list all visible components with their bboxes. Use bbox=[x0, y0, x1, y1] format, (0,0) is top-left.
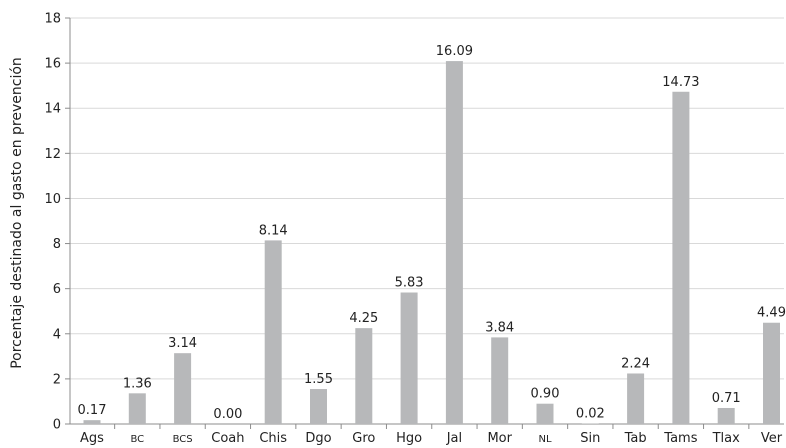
data-labels: 0.17 1.36 3.14 0.00 8.14 1.55 4.25 5.83 16.09 3.8… bbox=[78, 44, 786, 422]
x-tick-label: Mor bbox=[487, 431, 512, 446]
bar bbox=[672, 91, 690, 425]
data-label: 2.24 bbox=[621, 356, 650, 371]
data-label: 0.17 bbox=[78, 403, 107, 418]
x-tick-label: Ags bbox=[80, 431, 104, 446]
y-tick-label: 4 bbox=[53, 327, 61, 342]
x-tick-label: Chis bbox=[259, 431, 287, 446]
data-label: 0.00 bbox=[213, 407, 242, 422]
x-tick-label: Ver bbox=[761, 431, 783, 446]
bar bbox=[763, 322, 780, 424]
y-axis-label: Porcentaje destinado al gasto en prevenc… bbox=[9, 57, 25, 369]
data-label: 3.84 bbox=[485, 320, 514, 335]
data-label: 0.90 bbox=[531, 387, 560, 402]
data-label: 16.09 bbox=[436, 44, 473, 59]
data-label: 1.36 bbox=[123, 376, 152, 391]
y-tick-label: 16 bbox=[44, 57, 61, 72]
y-tick-label: 14 bbox=[44, 102, 61, 117]
y-tick-label: 8 bbox=[53, 237, 61, 252]
x-tick-labels: Ags BC BCS Coah Chis Dgo Gro Hgo Jal Mor NL Sin Tab T… bbox=[80, 431, 783, 446]
bar bbox=[83, 420, 101, 424]
x-tick-label: Coah bbox=[211, 431, 244, 446]
data-label: 14.73 bbox=[662, 75, 699, 90]
bar bbox=[717, 407, 735, 424]
x-tick-label: BC bbox=[130, 434, 144, 445]
y-tick-label: 0 bbox=[53, 418, 61, 433]
y-tick-label: 2 bbox=[53, 372, 61, 387]
x-tick-label: BCS bbox=[173, 434, 193, 445]
gridlines bbox=[70, 17, 784, 380]
data-label: 4.49 bbox=[757, 306, 786, 321]
bar bbox=[264, 240, 282, 424]
x-tick-label: Sin bbox=[580, 431, 600, 446]
data-label: 5.83 bbox=[395, 276, 424, 291]
x-tick-label: NL bbox=[538, 434, 551, 445]
x-tick-label: Dgo bbox=[305, 431, 331, 446]
x-tick-label: Tab bbox=[624, 431, 647, 446]
bar bbox=[310, 389, 327, 424]
bar bbox=[491, 337, 509, 424]
bar bbox=[174, 353, 192, 424]
x-tick-label: Tams bbox=[663, 431, 697, 446]
x-tick-label: Tlax bbox=[712, 431, 741, 446]
bars bbox=[83, 61, 780, 425]
data-label: 1.55 bbox=[304, 372, 333, 387]
x-tick-label: Jal bbox=[446, 431, 462, 446]
y-tick-label: 6 bbox=[53, 282, 61, 297]
bar bbox=[627, 373, 645, 424]
x-tick-label: Gro bbox=[352, 431, 375, 446]
bar bbox=[400, 292, 418, 424]
bar bbox=[128, 393, 146, 424]
bar bbox=[445, 61, 463, 424]
data-label: 3.14 bbox=[168, 336, 197, 351]
x-tick-label: Hgo bbox=[396, 431, 422, 446]
data-label: 0.02 bbox=[576, 407, 605, 422]
data-label: 0.71 bbox=[712, 391, 741, 406]
y-tick-label: 18 bbox=[44, 12, 61, 27]
bar bbox=[355, 328, 373, 424]
y-tick-label: 12 bbox=[44, 147, 61, 162]
data-label: 4.25 bbox=[349, 311, 378, 326]
y-tick-label: 10 bbox=[44, 192, 61, 207]
y-tick-labels: 0 2 4 6 8 10 12 14 16 18 bbox=[44, 12, 61, 433]
bar bbox=[536, 403, 554, 424]
data-label: 8.14 bbox=[259, 223, 288, 238]
